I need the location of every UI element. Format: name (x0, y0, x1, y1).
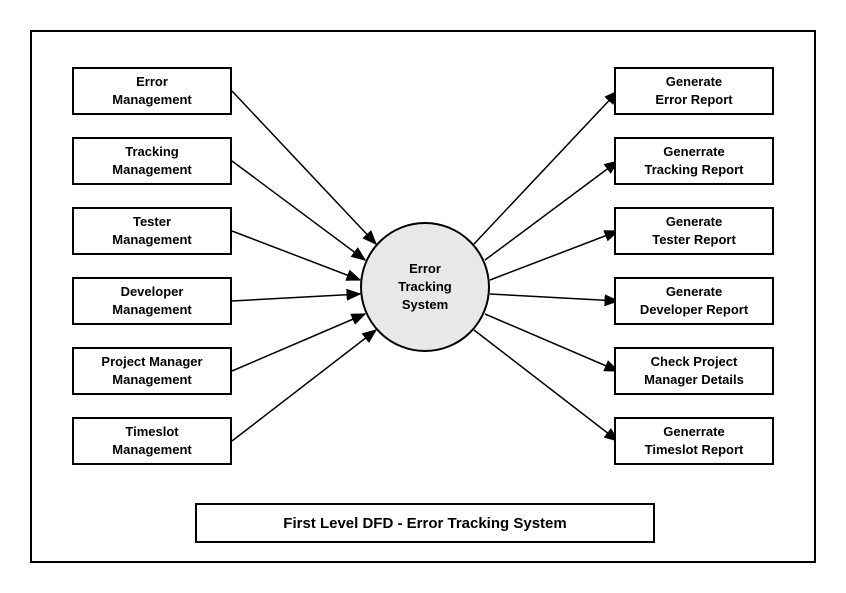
caption-text: First Level DFD - Error Tracking System (283, 515, 566, 532)
label: ErrorTrackingSystem (398, 260, 451, 315)
label: TrackingManagement (112, 143, 191, 178)
label: TesterManagement (112, 213, 191, 248)
box-developer-report: GenerateDeveloper Report (614, 277, 774, 325)
label: GenerrateTimeslot Report (645, 423, 744, 458)
box-pm-details: Check ProjectManager Details (614, 347, 774, 395)
center-process: ErrorTrackingSystem (360, 222, 490, 352)
label: DeveloperManagement (112, 283, 191, 318)
box-error-management: ErrorManagement (72, 67, 232, 115)
box-error-report: GenerateError Report (614, 67, 774, 115)
label: Check ProjectManager Details (644, 353, 744, 388)
label: ErrorManagement (112, 73, 191, 108)
caption: First Level DFD - Error Tracking System (195, 503, 655, 543)
label: GenerateTester Report (652, 213, 736, 248)
box-timeslot-report: GenerrateTimeslot Report (614, 417, 774, 465)
box-tester-report: GenerateTester Report (614, 207, 774, 255)
box-pm-management: Project ManagerManagement (72, 347, 232, 395)
label: GenerrateTracking Report (645, 143, 744, 178)
label: GenerateError Report (655, 73, 732, 108)
label: TimeslotManagement (112, 423, 191, 458)
box-tracking-management: TrackingManagement (72, 137, 232, 185)
label: GenerateDeveloper Report (640, 283, 748, 318)
diagram-frame: ErrorManagement TrackingManagement Teste… (30, 30, 816, 563)
box-tester-management: TesterManagement (72, 207, 232, 255)
box-tracking-report: GenerrateTracking Report (614, 137, 774, 185)
box-timeslot-management: TimeslotManagement (72, 417, 232, 465)
label: Project ManagerManagement (101, 353, 202, 388)
box-developer-management: DeveloperManagement (72, 277, 232, 325)
